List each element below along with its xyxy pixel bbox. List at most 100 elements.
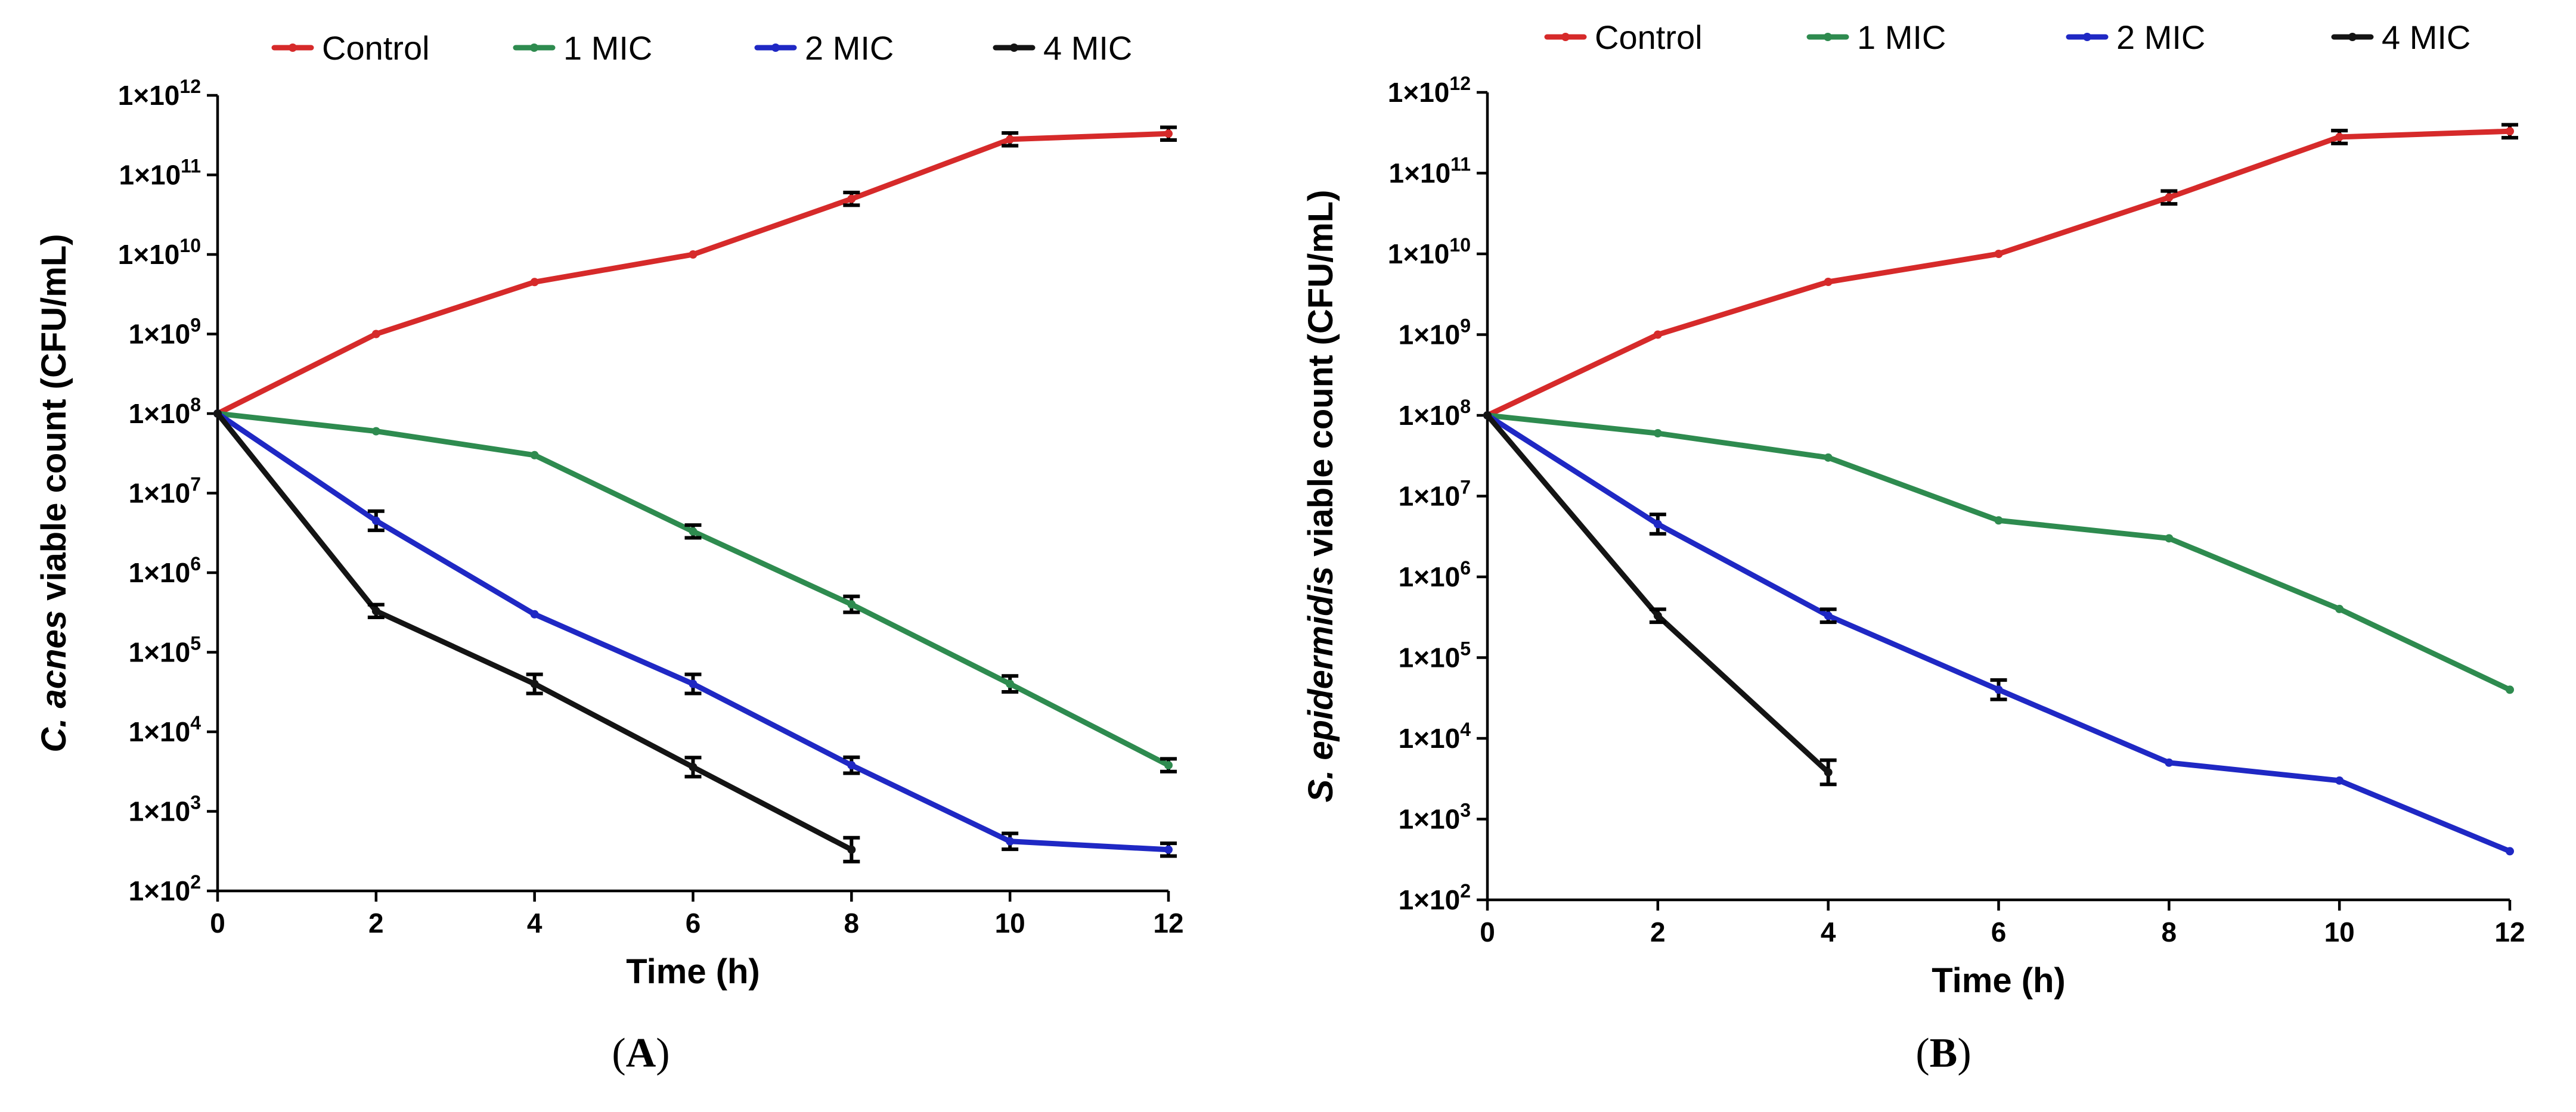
panel-a-legend-label: 2 MIC: [805, 29, 894, 67]
panel-b-y-tick-label: 1×108: [1399, 396, 1471, 431]
panel-a-series-1-mic: [213, 409, 1177, 774]
panel-b-point-2-mic: [1824, 611, 1833, 620]
panel-b-legend-label: Control: [1595, 18, 1703, 56]
panel-b-point-2-mic: [2335, 776, 2344, 785]
panel-b-x-tick-label: 10: [2324, 917, 2355, 948]
panel-a-point-2-mic: [371, 516, 380, 525]
panel-b-legend-item-1-mic: 1 MIC: [1806, 18, 1946, 56]
panel-a-point-4-mic: [530, 679, 539, 688]
panel-a-point-2-mic: [689, 679, 698, 688]
panel-b-point-control: [2335, 132, 2344, 141]
panel-b-x-tick-label: 6: [1991, 917, 2007, 948]
panel-a-point-control: [1164, 129, 1173, 138]
panel-b-series-4-mic: [1483, 411, 1837, 787]
panel-a-point-control: [530, 278, 539, 287]
panel-a-y-tick-label: 1×1011: [119, 156, 201, 191]
panel-b-point-1-mic: [2165, 534, 2174, 543]
panel-b-y-tick-label: 1×107: [1399, 477, 1471, 512]
panel-a-series-4-mic: [213, 409, 860, 863]
panel-a-y-tick-label: 1×105: [129, 633, 201, 668]
panel-a-label: (A): [612, 1030, 669, 1076]
panel-b-line-4-mic: [1484, 412, 1831, 775]
panel-a-point-control: [689, 250, 698, 259]
panel-b-y-tick-label: 1×1011: [1389, 154, 1471, 189]
panel-b-y-tick-label: 1×103: [1399, 800, 1471, 835]
panel-a-x-tick-label: 10: [995, 908, 1025, 939]
panel-b-point-2-mic: [2506, 847, 2514, 856]
panel-b-point-control: [2506, 127, 2514, 136]
panel-a-x-tick-label: 12: [1153, 908, 1183, 939]
panel-a-y-tick-label: 1×109: [129, 315, 201, 350]
panel-b-y-tick-label: 1×105: [1399, 638, 1471, 673]
panel-b-point-2-mic: [1653, 520, 1662, 529]
panel-b-point-control: [1994, 250, 2003, 258]
panel-a-y-tick-label: 1×1012: [118, 76, 201, 111]
panel-b-y-tick-label: 1×106: [1399, 557, 1471, 592]
panel-b-legend-item-4-mic: 4 MIC: [2331, 18, 2470, 56]
panel-a-x-tick-label: 2: [368, 908, 384, 939]
panel-b-point-4-mic: [1483, 411, 1492, 420]
panel-b-series-1-mic: [1483, 411, 2514, 694]
panel-a-x-tick-label: 8: [844, 908, 860, 939]
panel-a-point-1-mic: [1164, 761, 1173, 770]
panel-a-point-1-mic: [689, 527, 698, 536]
panel-a-series-2-mic: [213, 409, 1177, 858]
panel-b-line-1-mic: [1484, 412, 2513, 692]
panel-a-y-tick-label: 1×108: [129, 394, 201, 429]
panel-a-x-tick-label: 6: [686, 908, 701, 939]
panel-b-point-4-mic: [1653, 611, 1662, 620]
panel-b-point-2-mic: [2165, 758, 2174, 767]
panel-b-line-2-mic: [1484, 412, 2513, 854]
panel-b-legend-item-control: Control: [1544, 18, 1703, 56]
panel-b-chart: 1×102 1×103 1×104 1×105 1×106 1×107 1×108 1×109…: [1301, 18, 2525, 1076]
panel-b-y-tick-label: 1×104: [1399, 719, 1471, 754]
panel-b-y-tick-label: 1×102: [1399, 880, 1471, 915]
panel-a-legend-item-1-mic: 1 MIC: [513, 29, 652, 67]
panel-a-series-control: [213, 125, 1177, 418]
panel-b-point-1-mic: [1824, 453, 1833, 462]
panel-b-legend-label: 1 MIC: [1857, 18, 1946, 56]
panel-b-point-1-mic: [1994, 516, 2003, 525]
panel-b-series-control: [1483, 123, 2518, 420]
panel-a-point-control: [1006, 135, 1015, 144]
panel-b-y-tick-label: 1×1012: [1388, 73, 1471, 108]
panel-a-point-control: [847, 194, 856, 203]
panel-b-point-control: [1653, 330, 1662, 339]
panel-b-y-axis-title: S. epidermidis viable count (CFU/mL): [1301, 190, 1340, 802]
panel-a-legend-label: 4 MIC: [1043, 29, 1132, 67]
panel-a-point-1-mic: [530, 451, 539, 459]
panel-b-x-tick-label: 2: [1650, 917, 1666, 948]
panel-a-y-tick-label: 1×102: [129, 871, 201, 906]
panel-b-x-tick-label: 0: [1480, 917, 1495, 948]
panel-b-series-2-mic: [1483, 411, 2514, 856]
panel-a-y-tick-label: 1×107: [129, 474, 201, 509]
panel-a-x-axis-title: Time (h): [626, 952, 760, 991]
panel-a-legend-item-2-mic: 2 MIC: [754, 29, 894, 67]
panel-a-point-2-mic: [530, 610, 539, 619]
panel-b-point-1-mic: [1653, 429, 1662, 438]
panel-a-point-2-mic: [1164, 845, 1173, 854]
panel-a-line-control: [215, 131, 1171, 417]
panel-b-x-tick-label: 8: [2162, 917, 2177, 948]
panel-b-x-tick-label: 12: [2494, 917, 2525, 948]
panel-b-x-tick-label: 4: [1821, 917, 1836, 948]
panel-a-y-tick-label: 1×106: [129, 553, 201, 588]
panel-a-point-4-mic: [689, 763, 698, 772]
panel-a-y-tick-label: 1×104: [129, 712, 202, 747]
panel-a-legend-item-control: Control: [271, 29, 430, 67]
panel-a-line-2-mic: [215, 411, 1171, 853]
panel-a-chart: 1×102 1×103 1×104 1×105 1×106 1×107 1×108 1×109…: [35, 29, 1184, 1076]
panel-a-x-tick-label: 0: [210, 908, 225, 939]
panel-a-legend-label: 1 MIC: [563, 29, 652, 67]
panel-a-point-1-mic: [1006, 679, 1015, 688]
panel-a-point-2-mic: [847, 761, 856, 770]
panel-a-point-1-mic: [847, 600, 856, 609]
panel-b-point-control: [1824, 277, 1833, 286]
panel-b-legend-label: 4 MIC: [2382, 18, 2470, 56]
panel-b-point-1-mic: [2506, 685, 2514, 694]
panel-b-y-tick-label: 1×109: [1399, 315, 1471, 350]
panel-b-line-control: [1484, 128, 2513, 418]
panel-b-point-control: [2165, 193, 2174, 202]
panel-a-point-control: [371, 330, 380, 338]
panel-a-point-4-mic: [371, 607, 380, 616]
